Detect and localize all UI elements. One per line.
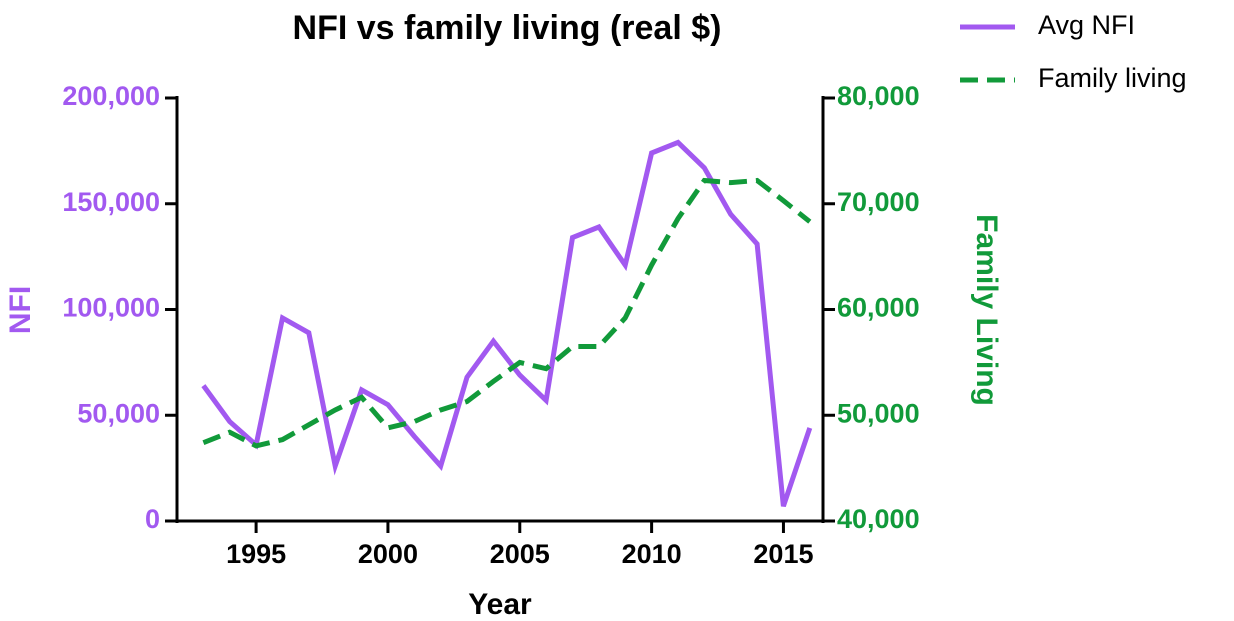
legend-label: Family living (1038, 63, 1187, 93)
series-line (201, 139, 813, 507)
chart-title: NFI vs family living (real $) (293, 9, 722, 47)
x-tick-label: 2015 (753, 539, 813, 569)
x-tick-label: 1995 (226, 539, 286, 569)
x-axis-label: Year (468, 588, 532, 621)
y2-tick-label: 40,000 (837, 504, 920, 534)
y2-tick-label: 50,000 (837, 398, 920, 428)
y-tick-label: 50,000 (77, 398, 160, 428)
y2-axis-label: Family Living (970, 214, 1003, 406)
legend-label: Avg NFI (1038, 10, 1135, 40)
y-tick-label: 200,000 (62, 81, 160, 111)
y-tick-label: 150,000 (62, 187, 160, 217)
x-tick-label: 2000 (358, 539, 418, 569)
x-tick-label: 2005 (490, 539, 550, 569)
y-tick-label: 100,000 (62, 293, 160, 323)
y2-tick-label: 60,000 (837, 293, 920, 323)
series-line (202, 177, 812, 449)
x-tick-label: 2010 (622, 539, 682, 569)
y2-tick-label: 70,000 (837, 187, 920, 217)
y-tick-label: 0 (145, 504, 160, 534)
y-axis-label: NFI (4, 286, 37, 334)
y2-tick-label: 80,000 (837, 81, 920, 111)
